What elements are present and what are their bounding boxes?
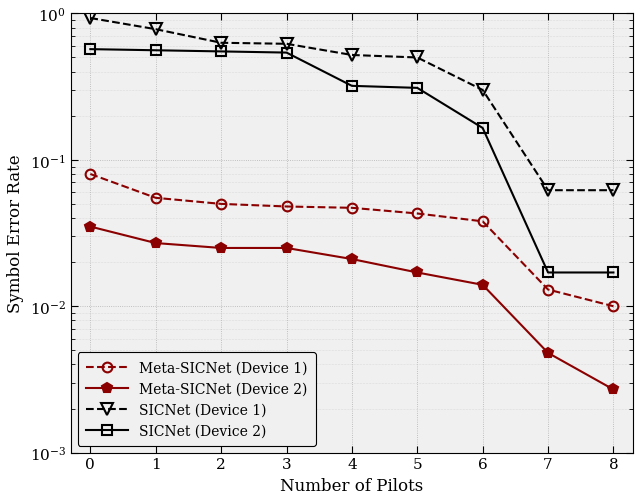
Line: SICNet (Device 1): SICNet (Device 1): [84, 13, 620, 197]
SICNet (Device 1): [609, 188, 617, 194]
SICNet (Device 2): [544, 270, 552, 276]
SICNet (Device 1): [348, 53, 356, 59]
Line: Meta-SICNet (Device 1): Meta-SICNet (Device 1): [86, 170, 618, 312]
Meta-SICNet (Device 1): [544, 287, 552, 293]
Meta-SICNet (Device 2): [217, 245, 225, 252]
Meta-SICNet (Device 2): [348, 257, 356, 263]
Meta-SICNet (Device 2): [283, 245, 291, 252]
Line: Meta-SICNet (Device 2): Meta-SICNet (Device 2): [86, 222, 618, 395]
Meta-SICNet (Device 2): [544, 350, 552, 356]
SICNet (Device 1): [152, 27, 159, 33]
Meta-SICNet (Device 1): [413, 211, 421, 217]
X-axis label: Number of Pilots: Number of Pilots: [280, 477, 424, 494]
SICNet (Device 1): [544, 188, 552, 194]
SICNet (Device 1): [86, 16, 94, 22]
Meta-SICNet (Device 1): [86, 172, 94, 178]
Meta-SICNet (Device 1): [479, 219, 486, 225]
Meta-SICNet (Device 1): [217, 201, 225, 207]
Legend: Meta-SICNet (Device 1), Meta-SICNet (Device 2), SICNet (Device 1), SICNet (Devic: Meta-SICNet (Device 1), Meta-SICNet (Dev…: [77, 353, 316, 446]
SICNet (Device 2): [479, 126, 486, 132]
Meta-SICNet (Device 1): [609, 304, 617, 310]
Meta-SICNet (Device 2): [609, 387, 617, 393]
Meta-SICNet (Device 2): [86, 224, 94, 230]
SICNet (Device 1): [217, 41, 225, 47]
SICNet (Device 2): [86, 47, 94, 53]
Meta-SICNet (Device 1): [283, 204, 291, 210]
SICNet (Device 1): [479, 88, 486, 94]
SICNet (Device 2): [217, 49, 225, 55]
SICNet (Device 2): [609, 270, 617, 276]
Meta-SICNet (Device 2): [479, 282, 486, 288]
SICNet (Device 1): [283, 42, 291, 48]
SICNet (Device 1): [413, 55, 421, 61]
SICNet (Device 2): [152, 48, 159, 54]
Meta-SICNet (Device 2): [413, 270, 421, 276]
Meta-SICNet (Device 1): [348, 205, 356, 211]
SICNet (Device 2): [348, 84, 356, 90]
SICNet (Device 2): [413, 86, 421, 92]
Meta-SICNet (Device 2): [152, 240, 159, 246]
Line: SICNet (Device 2): SICNet (Device 2): [86, 45, 618, 278]
Meta-SICNet (Device 1): [152, 195, 159, 201]
Y-axis label: Symbol Error Rate: Symbol Error Rate: [7, 154, 24, 313]
SICNet (Device 2): [283, 51, 291, 57]
